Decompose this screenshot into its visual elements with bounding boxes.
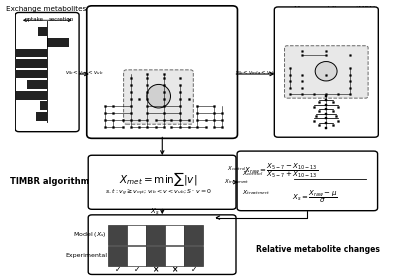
Text: $X_{control}$: $X_{control}$: [242, 169, 264, 178]
FancyBboxPatch shape: [284, 46, 368, 98]
FancyBboxPatch shape: [124, 70, 193, 124]
FancyBboxPatch shape: [88, 215, 236, 274]
Bar: [27, 80, 47, 89]
Text: ×: ×: [172, 265, 178, 274]
Bar: [165, 246, 184, 266]
Text: ✓: ✓: [114, 265, 121, 274]
Text: Measured fluxes (MFA): Measured fluxes (MFA): [294, 6, 375, 12]
Bar: [40, 101, 47, 110]
Bar: [184, 225, 203, 245]
Ellipse shape: [147, 84, 170, 108]
FancyBboxPatch shape: [94, 11, 230, 133]
Bar: [36, 112, 47, 121]
Text: $X_{raw} = \dfrac{X_{5-7} - X_{10-13}}{X_{5-7} + X_{10-13}}$: $X_{raw} = \dfrac{X_{5-7} - X_{10-13}}{X…: [244, 162, 319, 180]
FancyBboxPatch shape: [88, 155, 236, 209]
Bar: [38, 27, 47, 36]
Text: ✓: ✓: [190, 265, 197, 274]
Ellipse shape: [315, 62, 337, 81]
FancyBboxPatch shape: [15, 13, 79, 132]
Bar: [165, 225, 184, 245]
Text: TIMBR algorithm: TIMBR algorithm: [10, 177, 90, 186]
Bar: [127, 225, 146, 245]
Text: $X_{met} = \mathrm{min} \sum |v|$: $X_{met} = \mathrm{min} \sum |v|$: [120, 170, 198, 188]
Text: $X_{treatment}$: $X_{treatment}$: [242, 188, 271, 197]
Bar: [146, 246, 165, 266]
FancyBboxPatch shape: [274, 7, 378, 137]
FancyBboxPatch shape: [237, 151, 378, 211]
Bar: [108, 225, 127, 245]
Bar: [11, 48, 47, 57]
Text: Experimental: Experimental: [65, 253, 107, 258]
Bar: [146, 225, 165, 245]
Text: iRno: iRno: [172, 6, 188, 15]
Text: Exchange metabolites: Exchange metabolites: [6, 6, 86, 11]
Text: Relative metabolite changes: Relative metabolite changes: [256, 245, 380, 254]
Bar: [14, 70, 47, 78]
Text: $v_{lb} < v_{ex} < v_{ub}$: $v_{lb} < v_{ex} < v_{ub}$: [65, 68, 104, 77]
Bar: [108, 246, 127, 266]
Text: $X_{control}$: $X_{control}$: [227, 164, 247, 173]
Text: Model $(X_s)$: Model $(X_s)$: [74, 230, 107, 239]
Bar: [16, 91, 47, 99]
Bar: [184, 246, 203, 266]
Text: ✓: ✓: [134, 265, 140, 274]
Text: $X_{treatment}$: $X_{treatment}$: [224, 177, 250, 186]
Bar: [47, 38, 69, 47]
Text: $X_s = \dfrac{X_{raw} - \mu}{\sigma}$: $X_s = \dfrac{X_{raw} - \mu}{\sigma}$: [292, 188, 337, 205]
Bar: [13, 59, 47, 68]
Text: $v_{lb} < v_{mfa} < v_{ub}$: $v_{lb} < v_{mfa} < v_{ub}$: [235, 68, 276, 77]
FancyBboxPatch shape: [280, 12, 373, 132]
Text: uptake: uptake: [24, 17, 43, 22]
Text: model: model: [188, 6, 215, 15]
FancyBboxPatch shape: [87, 6, 238, 138]
Bar: [127, 246, 146, 266]
Text: ×: ×: [152, 265, 159, 274]
Text: $s.t: v_g \geq v_{opt}; v_{lb} < v < v_{ub}; S \cdot v = 0$: $s.t: v_g \geq v_{opt}; v_{lb} < v < v_{…: [105, 188, 212, 198]
Text: $X_s$: $X_s$: [150, 206, 159, 217]
Text: secretion: secretion: [48, 17, 74, 22]
